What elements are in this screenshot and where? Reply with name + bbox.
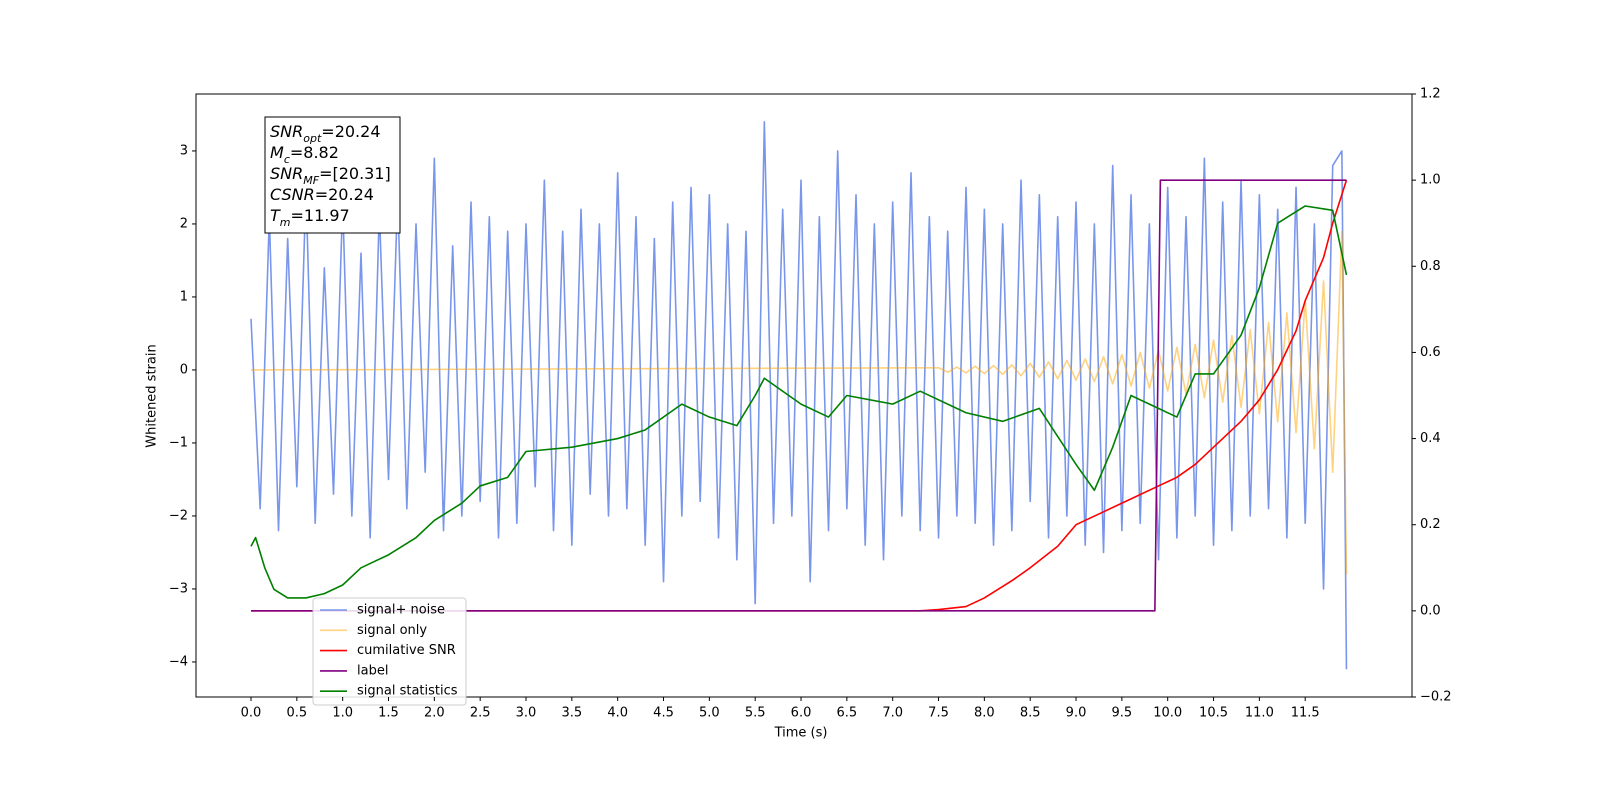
annotation-value: =20.24 bbox=[315, 185, 374, 204]
legend: signal+ noise signal only cumilative SNR la… bbox=[312, 597, 467, 706]
series-line bbox=[251, 179, 1347, 612]
series-line bbox=[251, 179, 1348, 612]
y2-tick-label: 1.0 bbox=[1420, 173, 1441, 188]
annotation-subscript: m bbox=[280, 216, 291, 229]
legend-box bbox=[312, 597, 467, 706]
x-tick-label: 9.5 bbox=[1112, 706, 1133, 721]
y-tick-label: 0 bbox=[180, 362, 188, 377]
x-tick-label: 4.5 bbox=[653, 706, 674, 721]
legend-label: cumilative SNR bbox=[357, 643, 456, 658]
x-tick-label: 11.0 bbox=[1245, 706, 1274, 721]
annotation-line: SNRMF=[20.31] bbox=[270, 164, 391, 187]
legend-label: signal only bbox=[357, 623, 427, 638]
x-tick-label: 7.5 bbox=[928, 706, 949, 721]
annotation-subscript: opt bbox=[303, 132, 322, 145]
annotation-symbol: SNR bbox=[270, 164, 303, 183]
x-tick-label: 0.0 bbox=[241, 706, 262, 721]
y2-tick-label: 0.4 bbox=[1420, 431, 1441, 446]
y-tick-label: −2 bbox=[169, 508, 188, 523]
y-tick-label: 1 bbox=[180, 289, 188, 304]
y2-tick-label: 0.6 bbox=[1420, 345, 1441, 360]
x-tick-label: 5.5 bbox=[745, 706, 766, 721]
plot-frame bbox=[195, 93, 1413, 698]
annotation-line: SNRopt=20.24 bbox=[270, 122, 381, 145]
series-line bbox=[250, 205, 1348, 599]
y2-tick-label: 0.0 bbox=[1420, 603, 1441, 618]
annotation-value: =8.82 bbox=[290, 143, 339, 162]
x-tick-label: 3.5 bbox=[562, 706, 583, 721]
x-tick-label: 1.0 bbox=[332, 706, 353, 721]
x-tick-label: 10.0 bbox=[1153, 706, 1182, 721]
y2-tick-label: 0.2 bbox=[1420, 517, 1441, 532]
y-tick-label: −1 bbox=[169, 435, 188, 450]
annotation-frame bbox=[264, 116, 401, 234]
annotation-symbol: M bbox=[270, 143, 284, 162]
annotation-box: SNRopt=20.24Mc=8.82SNRMF=[20.31]CSNR=20.… bbox=[264, 116, 401, 234]
legend-label: label bbox=[357, 663, 388, 678]
x-tick-label: 4.0 bbox=[607, 706, 628, 721]
x-tick-label: 6.0 bbox=[791, 706, 812, 721]
y-tick-label: 3 bbox=[180, 143, 188, 158]
series-line bbox=[250, 230, 1348, 575]
legend-label: signal statistics bbox=[357, 684, 458, 699]
y-tick-label: −3 bbox=[169, 581, 188, 596]
x-tick-label: 8.0 bbox=[974, 706, 995, 721]
x-tick-label: 2.5 bbox=[470, 706, 491, 721]
annotation-subscript: c bbox=[284, 153, 290, 166]
annotation-symbol: SNR bbox=[270, 122, 303, 141]
y-tick-label: −4 bbox=[169, 654, 188, 669]
y2-tick-label: −0.2 bbox=[1420, 690, 1452, 705]
annotation-line: Mc=8.82 bbox=[270, 143, 339, 166]
y2-tick-label: 0.8 bbox=[1420, 259, 1441, 274]
y2-tick-label: 1.2 bbox=[1420, 87, 1441, 102]
x-axis-label: Time (s) bbox=[774, 726, 828, 741]
x-tick-label: 11.5 bbox=[1291, 706, 1320, 721]
annotation-symbol: CSNR bbox=[270, 185, 315, 204]
annotation-symbol: T bbox=[270, 206, 281, 225]
x-tick-label: 2.0 bbox=[424, 706, 445, 721]
x-tick-label: 10.5 bbox=[1199, 706, 1228, 721]
x-tick-label: 0.5 bbox=[286, 706, 307, 721]
x-tick-label: 6.5 bbox=[837, 706, 858, 721]
annotation-subscript: MF bbox=[303, 174, 319, 187]
x-tick-label: 3.0 bbox=[516, 706, 537, 721]
x-tick-label: 8.5 bbox=[1020, 706, 1041, 721]
annotation-value: =11.97 bbox=[291, 206, 350, 225]
annotation-value: =20.24 bbox=[321, 122, 380, 141]
y-axis-label: Whitened strain bbox=[145, 344, 160, 447]
x-tick-label: 5.0 bbox=[699, 706, 720, 721]
y-tick-label: 2 bbox=[180, 216, 188, 231]
annotation-value: =[20.31] bbox=[319, 164, 391, 183]
x-tick-label: 1.5 bbox=[378, 706, 399, 721]
plot-area bbox=[250, 120, 1348, 670]
x-tick-label: 7.0 bbox=[882, 706, 903, 721]
series-line bbox=[250, 120, 1348, 670]
legend-label: signal+ noise bbox=[357, 603, 445, 618]
annotation-line: Tm=11.97 bbox=[270, 206, 350, 229]
annotation-line: CSNR=20.24 bbox=[270, 185, 374, 204]
x-tick-label: 9.0 bbox=[1066, 706, 1087, 721]
